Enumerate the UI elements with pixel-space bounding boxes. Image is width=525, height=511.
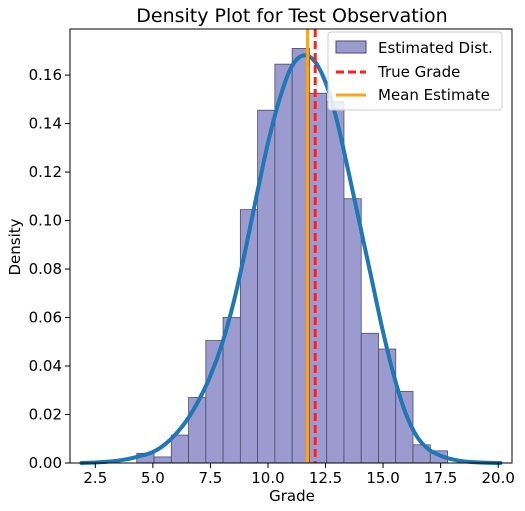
y-tick-label: 0.02 <box>29 406 62 424</box>
legend-label-mean-estimate: Mean Estimate <box>378 86 490 104</box>
x-tick-label: 7.5 <box>198 469 222 487</box>
y-tick-label: 0.00 <box>29 454 62 472</box>
histogram-bars <box>136 47 448 464</box>
y-tick-label: 0.14 <box>29 115 62 133</box>
y-tick-label: 0.04 <box>29 357 62 375</box>
y-tick-label: 0.06 <box>29 309 62 327</box>
x-tick-label: 12.5 <box>309 469 342 487</box>
legend-swatch-estimated-dist <box>335 40 367 54</box>
histogram-bar-4 <box>188 397 207 464</box>
histogram-bar-11 <box>309 92 328 464</box>
y-axis-ticks: 0.00 0.02 0.04 0.06 0.08 0.10 0.12 0.14 0.16 <box>29 66 70 472</box>
histogram-bar-2 <box>153 456 172 464</box>
y-tick-label: 0.12 <box>29 163 62 181</box>
histogram-bar-14 <box>360 332 379 464</box>
histogram-bar-8 <box>257 109 276 464</box>
y-axis-label: Density <box>6 218 24 275</box>
histogram-bar-7 <box>239 209 259 464</box>
histogram-bar-9 <box>274 63 293 464</box>
x-tick-label: 2.5 <box>83 469 107 487</box>
legend: Estimated Dist. True Grade Mean Estimate <box>327 31 503 111</box>
histogram-bar-5 <box>205 340 224 464</box>
x-tick-label: 15.0 <box>366 469 399 487</box>
x-axis-label: Grade <box>269 487 315 505</box>
kde-curve-group <box>79 53 503 465</box>
histogram-bar-3 <box>170 434 189 464</box>
histogram-bar-13 <box>343 198 362 464</box>
reference-lines <box>306 29 317 463</box>
x-axis-ticks: 2.5 5.0 7.5 10.0 12.5 15.0 17.5 20.0 <box>83 463 515 487</box>
histogram-bar-6 <box>222 317 241 464</box>
histogram-bar-12 <box>326 101 345 464</box>
x-tick-label: 10.0 <box>251 469 284 487</box>
y-tick-label: 0.10 <box>29 212 62 230</box>
legend-label-estimated-dist: Estimated Dist. <box>378 39 493 57</box>
legend-box <box>327 31 503 111</box>
x-tick-label: 17.5 <box>424 469 457 487</box>
chart-title: Density Plot for Test Observation <box>136 5 447 27</box>
x-tick-label: 5.0 <box>141 469 165 487</box>
kde-curve <box>79 53 503 465</box>
x-tick-label: 20.0 <box>481 469 514 487</box>
y-tick-label: 0.08 <box>29 260 62 278</box>
legend-label-true-grade: True Grade <box>377 63 460 81</box>
y-tick-label: 0.16 <box>29 66 62 84</box>
plot-frame <box>69 28 513 464</box>
